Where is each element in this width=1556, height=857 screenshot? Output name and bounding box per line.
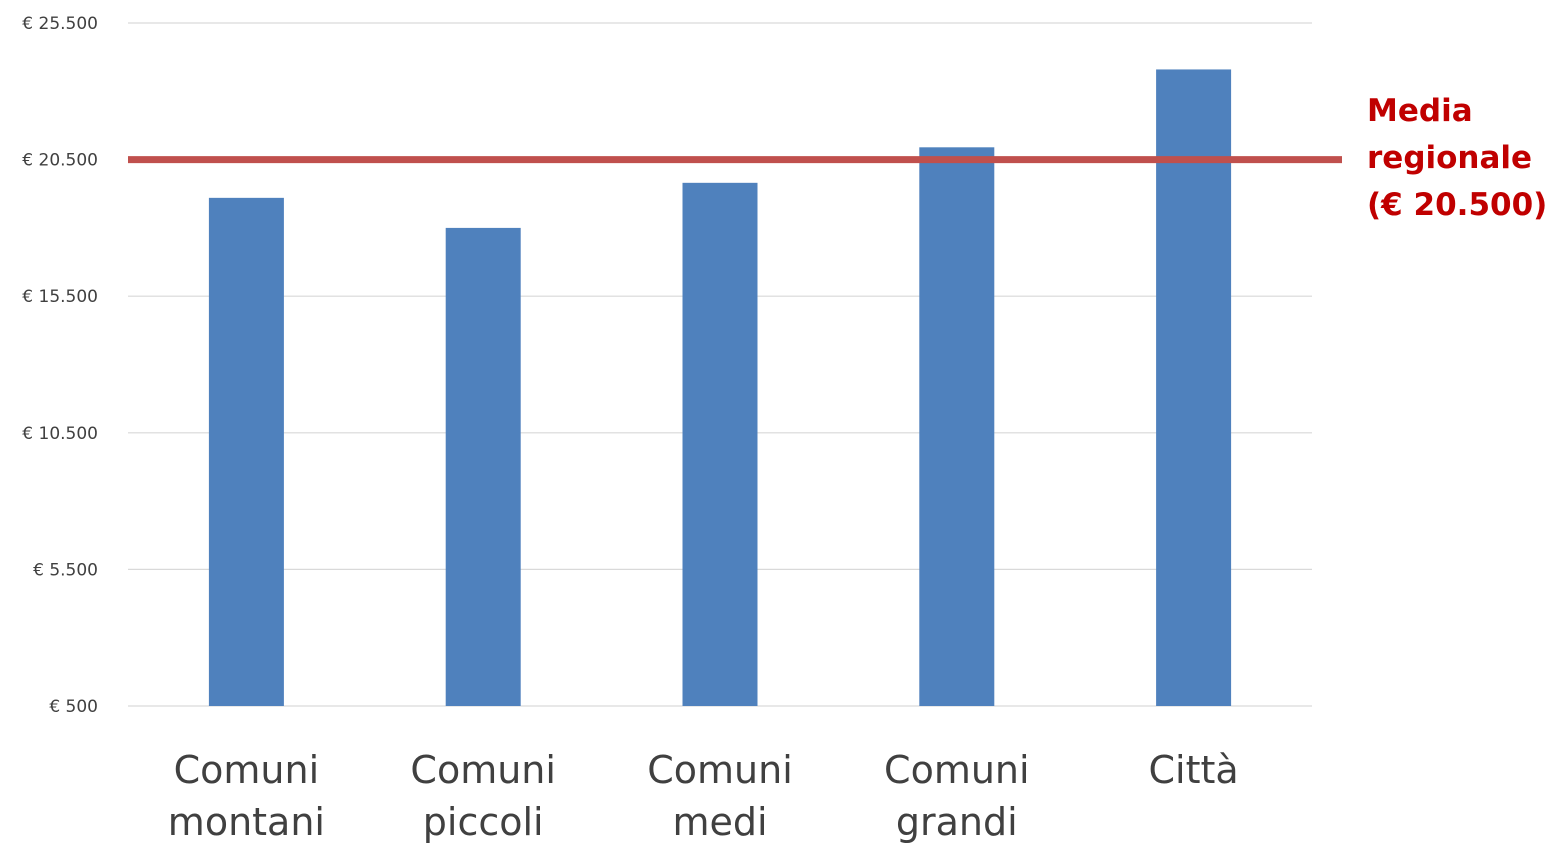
reference-annotation: Media regionale (€ 20.500) [1367, 93, 1547, 223]
y-tick-label: € 10.500 [22, 424, 98, 444]
bars [208, 69, 1232, 707]
bar [682, 182, 758, 706]
y-tick-label: € 5.500 [33, 560, 98, 580]
x-category-label: Città [1149, 748, 1239, 792]
x-category-label: Comuni montani [168, 748, 325, 844]
x-category-line: montani [168, 800, 325, 844]
y-tick-label: € 15.500 [22, 287, 98, 307]
y-axis-ticks: € 500 € 5.500 € 10.500 € 15.500 € 20.500 € 25… [22, 14, 98, 717]
bar [208, 197, 284, 706]
x-category-line: Comuni [174, 748, 320, 792]
bar [919, 147, 995, 706]
x-category-line: Comuni [410, 748, 556, 792]
reference-label-line: regionale [1367, 140, 1532, 176]
x-category-line: Città [1149, 748, 1239, 792]
y-tick-label: € 25.500 [22, 14, 98, 34]
reference-label-line: Media [1367, 93, 1473, 129]
y-tick-label: € 20.500 [22, 151, 98, 171]
x-category-label: Comuni medi [647, 748, 793, 844]
x-category-label: Comuni grandi [884, 748, 1030, 844]
reference-label: Media regionale (€ 20.500) [1367, 93, 1547, 223]
x-category-line: Comuni [647, 748, 793, 792]
bar [445, 227, 521, 706]
x-category-line: medi [672, 800, 767, 844]
bar [1156, 69, 1232, 707]
x-category-line: piccoli [423, 800, 544, 844]
x-category-line: Comuni [884, 748, 1030, 792]
x-category-label: Comuni piccoli [410, 748, 556, 844]
x-category-line: grandi [896, 800, 1018, 844]
reference-label-line: (€ 20.500) [1367, 187, 1547, 223]
y-tick-label: € 500 [49, 697, 98, 717]
